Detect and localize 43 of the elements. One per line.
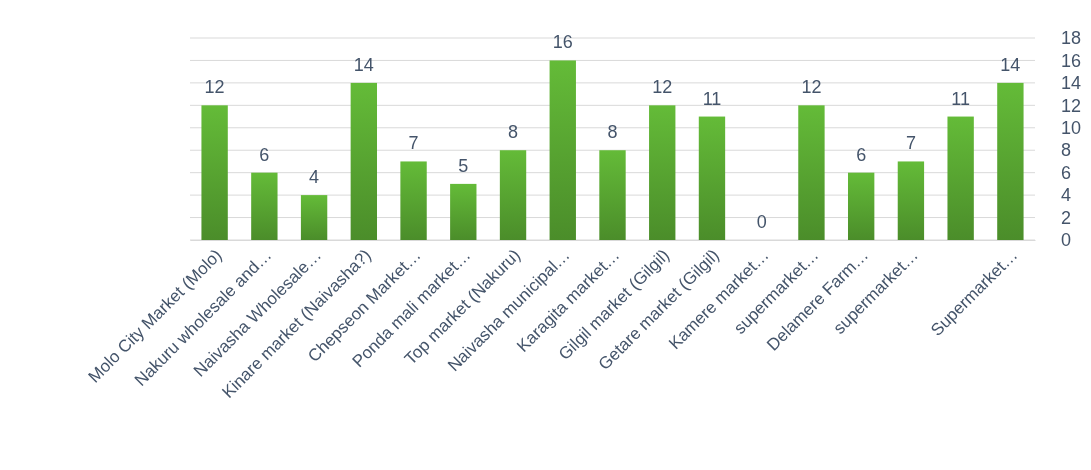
y-tick-label: 18 <box>1061 28 1082 49</box>
bar <box>400 161 427 240</box>
bar <box>649 105 676 240</box>
bar <box>300 195 328 240</box>
bar <box>698 116 726 240</box>
data-label: 12 <box>801 77 822 98</box>
data-label: 7 <box>905 133 916 154</box>
data-label: 5 <box>458 155 469 176</box>
data-label: 8 <box>508 122 519 143</box>
y-tick-label: 10 <box>1061 118 1082 139</box>
data-label: 16 <box>552 32 573 53</box>
data-label: 11 <box>951 88 970 109</box>
y-tick-label: 14 <box>1061 73 1082 94</box>
data-label: 6 <box>856 144 867 165</box>
y-tick-label: 16 <box>1061 50 1082 71</box>
y-tick-label: 8 <box>1061 140 1072 161</box>
data-label: 4 <box>309 167 320 188</box>
data-label: 8 <box>607 122 618 143</box>
bar <box>798 105 825 240</box>
bar <box>848 172 875 240</box>
data-label: 0 <box>756 212 767 232</box>
bar <box>997 82 1024 240</box>
bar <box>201 105 228 240</box>
y-tick-label: 0 <box>1061 230 1072 251</box>
data-label: 14 <box>353 54 374 75</box>
bar <box>350 82 377 240</box>
bar <box>897 161 925 240</box>
data-label: 7 <box>408 133 419 154</box>
data-label: 6 <box>259 144 270 165</box>
data-label: 12 <box>652 77 673 98</box>
bar <box>549 60 576 240</box>
data-label: 12 <box>204 77 225 98</box>
bar <box>599 150 626 240</box>
y-tick-label: 12 <box>1061 95 1082 116</box>
data-label: 11 <box>702 88 722 109</box>
y-tick-label: 4 <box>1061 185 1072 206</box>
bar <box>450 183 477 240</box>
data-label: 14 <box>1000 54 1021 75</box>
bar <box>499 150 527 240</box>
bar <box>947 116 974 240</box>
y-tick-label: 6 <box>1061 162 1072 183</box>
bar <box>251 172 278 240</box>
y-tick-label: 2 <box>1061 207 1072 228</box>
